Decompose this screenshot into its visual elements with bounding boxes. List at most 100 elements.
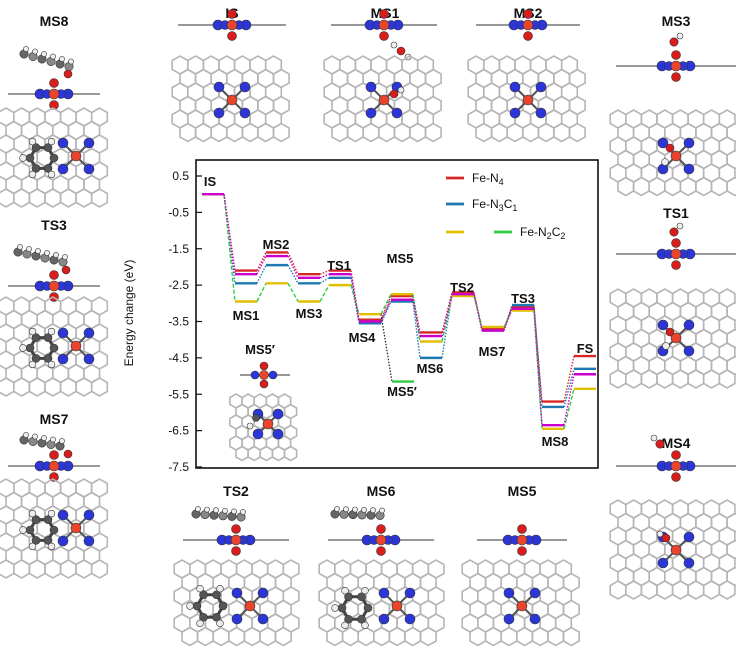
energy-connector bbox=[350, 284, 360, 315]
graphene-ring bbox=[424, 122, 442, 143]
oxygen-atom bbox=[49, 450, 59, 460]
nitrogen-atom bbox=[268, 370, 278, 380]
energy-connector bbox=[380, 293, 392, 315]
energy-connector bbox=[412, 301, 421, 358]
hydrogen-atom bbox=[28, 542, 37, 551]
iron-atom bbox=[48, 280, 60, 292]
nitrogen-atom bbox=[378, 587, 390, 599]
y-tick-label: -6.5 bbox=[168, 424, 189, 438]
oxygen-atom bbox=[379, 9, 389, 19]
carbon-atom bbox=[218, 601, 228, 611]
hydrogen-atom bbox=[334, 506, 340, 512]
oxygen-atom bbox=[517, 524, 527, 534]
structure-is bbox=[171, 9, 290, 143]
iron-atom bbox=[391, 600, 403, 612]
label-MS8: MS8 bbox=[40, 13, 69, 29]
nitrogen-atom bbox=[231, 613, 243, 625]
carbon-atom bbox=[252, 414, 260, 422]
level-label-ts1: TS1 bbox=[327, 258, 351, 273]
nitrogen-atom bbox=[404, 587, 416, 599]
carbon-atom bbox=[43, 333, 53, 342]
hydrogen-atom bbox=[32, 48, 38, 55]
energy-connector bbox=[441, 292, 453, 333]
iron-atom bbox=[226, 94, 238, 106]
oxygen-atom bbox=[669, 37, 679, 47]
hydrogen-atom bbox=[213, 507, 219, 514]
nitrogen-atom bbox=[83, 327, 95, 339]
legend-text: C bbox=[504, 197, 513, 211]
energy-connector bbox=[412, 299, 421, 337]
iron-atom bbox=[48, 460, 60, 472]
oxygen-atom bbox=[661, 533, 671, 543]
legend-label: Fe-N3C1 bbox=[472, 197, 517, 213]
iron-atom bbox=[670, 248, 682, 260]
carbon-atom bbox=[199, 590, 208, 600]
legend-text: Fe-N bbox=[472, 171, 499, 185]
iron-atom bbox=[70, 340, 82, 352]
energy-connector bbox=[350, 274, 360, 322]
iron-atom bbox=[670, 544, 682, 556]
energy-connector bbox=[287, 255, 299, 279]
nitrogen-atom bbox=[535, 81, 547, 93]
graphene-ring bbox=[718, 369, 736, 389]
label-MS5: MS5 bbox=[508, 483, 537, 499]
hydrogen-atom bbox=[246, 422, 254, 430]
iron-atom bbox=[378, 19, 390, 31]
oxygen-atom bbox=[671, 450, 681, 460]
level-label-ts2: TS2 bbox=[450, 280, 474, 295]
oxygen-atom bbox=[376, 524, 386, 534]
hydrogen-atom bbox=[361, 621, 369, 630]
iron-atom bbox=[70, 150, 82, 162]
hydrogen-atom bbox=[23, 46, 29, 52]
nitrogen-atom bbox=[57, 353, 69, 365]
hydrogen-atom bbox=[19, 154, 27, 162]
level-label-ms5prime: MS5′ bbox=[387, 384, 417, 399]
oxygen-atom bbox=[227, 31, 237, 41]
oxygen-atom bbox=[523, 9, 533, 19]
hydrogen-atom bbox=[19, 526, 27, 534]
oxygen-atom bbox=[671, 72, 681, 82]
carbon-atom bbox=[43, 536, 53, 545]
nitrogen-atom bbox=[509, 107, 521, 119]
legend-subscript: 1 bbox=[512, 203, 517, 213]
y-tick-label: -4.5 bbox=[168, 351, 189, 365]
carbon-atom bbox=[212, 590, 221, 600]
nitrogen-atom bbox=[57, 327, 69, 339]
structure-ms3 bbox=[609, 32, 736, 197]
nitrogen-atom bbox=[503, 613, 515, 625]
carbon-atom bbox=[49, 525, 59, 535]
nitrogen-atom bbox=[529, 613, 541, 625]
iron-atom bbox=[262, 418, 274, 430]
nitrogen-atom bbox=[257, 613, 269, 625]
oxygen-atom bbox=[396, 46, 406, 56]
nitrogen-atom bbox=[683, 319, 695, 331]
nitrogen-atom bbox=[239, 81, 251, 93]
nitrogen-atom bbox=[57, 137, 69, 149]
hydrogen-atom bbox=[47, 360, 56, 369]
graphene-ring bbox=[90, 188, 109, 208]
oxygen-atom bbox=[63, 69, 73, 79]
hydrogen-atom bbox=[240, 509, 246, 515]
energy-connector bbox=[563, 374, 575, 426]
oxygen-atom bbox=[665, 327, 675, 337]
nitrogen-atom bbox=[213, 81, 225, 93]
carbon-atom bbox=[31, 536, 41, 545]
nitrogen-atom bbox=[250, 370, 260, 380]
nitrogen-atom bbox=[657, 319, 669, 331]
graphene-ring bbox=[726, 176, 736, 197]
hydrogen-atom bbox=[195, 506, 201, 512]
energy-connector bbox=[287, 252, 299, 275]
y-tick-label: -5.5 bbox=[168, 387, 189, 401]
oxygen-atom bbox=[517, 546, 527, 556]
energy-connector bbox=[533, 308, 543, 426]
nitrogen-atom bbox=[231, 587, 243, 599]
graphene-ring bbox=[274, 626, 292, 647]
energy-connector bbox=[380, 301, 392, 324]
nitrogen-atom bbox=[252, 428, 264, 440]
structure-ts1 bbox=[609, 222, 736, 389]
inset-label: MS5′ bbox=[245, 342, 275, 357]
hydrogen-atom bbox=[35, 248, 41, 254]
hydrogen-atom bbox=[661, 158, 669, 166]
iron-atom bbox=[230, 534, 242, 546]
